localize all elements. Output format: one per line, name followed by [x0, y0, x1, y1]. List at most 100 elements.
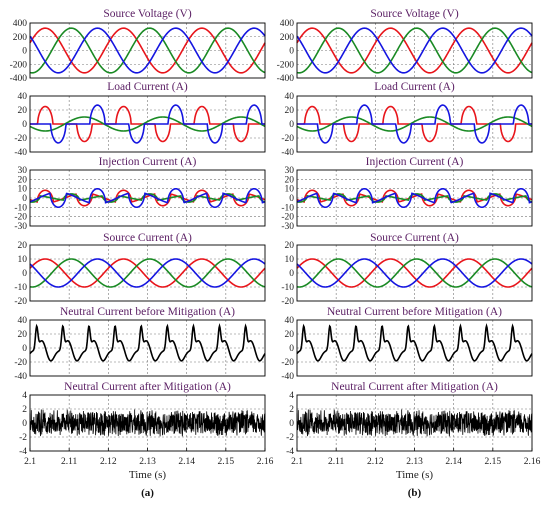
series-line-1: [29, 116, 266, 132]
panel-source_voltage-a: Source Voltage (V) 400 200 0 -200 -400: [10, 8, 266, 84]
y-tick-label: 0: [289, 269, 294, 279]
x-tick-label: 2.1: [291, 457, 303, 467]
y-tick-label: -20: [281, 134, 294, 144]
y-tick-label: 2: [22, 405, 27, 415]
y-tick-label: 0: [22, 47, 27, 57]
y-tick-label: 10: [285, 255, 295, 265]
series-line-1: [29, 27, 266, 74]
series-line-2: [296, 27, 533, 74]
y-tick-label: 0: [289, 47, 294, 57]
y-tick-label: 40: [18, 92, 28, 102]
panel-neutral_before-b: Neutral Current before Mitigation (A) 40 2…: [281, 306, 533, 382]
plot-frame: [296, 244, 533, 302]
panel-title: Injection Current (A): [99, 156, 197, 168]
y-tick-label: -40: [281, 372, 294, 382]
y-tick-label: -30: [281, 222, 294, 232]
panel-source_current-b: Source Current (A) 20 10 0 -10 -20: [281, 232, 533, 307]
series-line-1: [296, 27, 533, 74]
x-tick-label: 2.11: [61, 457, 78, 467]
series-line-0: [296, 409, 533, 437]
series-line-1: [296, 116, 533, 132]
x-tick-label: 2.15: [218, 457, 235, 467]
y-tick-label: 30: [285, 166, 295, 176]
x-tick-label: 2.11: [328, 457, 345, 467]
y-tick-label: 200: [13, 33, 28, 43]
y-tick-label: 20: [285, 241, 295, 251]
x-tick-label: 2.15: [485, 457, 502, 467]
y-tick-label: 20: [18, 106, 28, 116]
y-tick-label: 40: [18, 316, 28, 326]
plot-frame: [29, 244, 266, 302]
series-line-0: [296, 323, 533, 362]
panel-load_current-a: Load Current (A) 40 20 0 -20 -40: [14, 81, 266, 158]
y-tick-label: -20: [14, 134, 27, 144]
y-tick-label: -200: [10, 60, 28, 70]
y-tick-label: -20: [14, 213, 27, 223]
y-tick-label: 0: [22, 419, 27, 429]
x-tick-label: 2.16: [257, 457, 274, 467]
y-tick-label: 30: [18, 166, 28, 176]
series-line-0: [296, 189, 533, 207]
panel-title: Neutral Current after Mitigation (A): [64, 381, 231, 393]
panel-title: Source Voltage (V): [370, 8, 459, 20]
panel-title: Injection Current (A): [366, 156, 464, 168]
x-tick-label: 2.13: [406, 457, 423, 467]
y-tick-label: -20: [281, 213, 294, 223]
plot-frame: [29, 95, 266, 153]
plot-frame: [296, 95, 533, 153]
x-axis-label: Time (s): [129, 469, 167, 481]
y-tick-label: -2: [19, 433, 27, 443]
panel-caption: (a): [141, 487, 154, 499]
y-tick-label: 20: [18, 241, 28, 251]
plot-frame: [296, 319, 533, 377]
y-tick-label: -30: [14, 222, 27, 232]
plot-frame: [29, 22, 266, 79]
series-line-0: [29, 27, 266, 74]
y-tick-label: -40: [281, 148, 294, 158]
panel-title: Source Voltage (V): [103, 8, 192, 20]
panel-title: Source Current (A): [103, 232, 192, 244]
series-line-0: [29, 323, 266, 362]
y-tick-label: -40: [14, 148, 27, 158]
y-tick-label: 40: [285, 316, 295, 326]
series-line-2: [296, 187, 533, 209]
panel-title: Load Current (A): [107, 81, 188, 93]
x-axis-label: Time (s): [396, 469, 434, 481]
y-tick-label: -40: [14, 372, 27, 382]
y-tick-label: 40: [285, 92, 295, 102]
y-tick-label: 200: [280, 33, 295, 43]
y-tick-label: 0: [22, 194, 27, 204]
y-tick-label: -400: [277, 74, 295, 84]
panel-source_voltage-b: Source Voltage (V) 400 200 0 -200 -400: [277, 8, 533, 84]
y-tick-label: 20: [285, 330, 295, 340]
y-tick-label: -4: [19, 447, 27, 457]
y-tick-label: 0: [289, 194, 294, 204]
y-tick-label: -10: [281, 283, 294, 293]
series-line-0: [29, 258, 266, 288]
panel-neutral_after-b: Neutral Current after Mitigation (A) 4 2 0 -…: [286, 381, 540, 499]
series-line-2: [29, 258, 266, 288]
y-tick-label: 20: [285, 106, 295, 116]
y-tick-label: 10: [18, 255, 28, 265]
y-tick-label: -20: [14, 358, 27, 368]
y-tick-label: 0: [289, 344, 294, 354]
panel-neutral_after-a: Neutral Current after Mitigation (A) 4 2 0 -…: [19, 381, 273, 499]
y-tick-label: 20: [285, 175, 295, 185]
y-tick-label: 4: [22, 391, 27, 401]
y-tick-label: 0: [22, 269, 27, 279]
y-tick-label: -10: [14, 283, 27, 293]
y-tick-label: -20: [281, 297, 294, 307]
series-line-2: [29, 187, 266, 209]
y-tick-label: -10: [14, 203, 27, 213]
y-tick-label: -4: [286, 447, 294, 457]
y-tick-label: 20: [18, 175, 28, 185]
y-tick-label: -20: [14, 297, 27, 307]
plot-frame: [29, 169, 266, 227]
series-line-0: [29, 409, 266, 437]
plot-frame: [296, 169, 533, 227]
series-line-0: [296, 258, 533, 288]
x-tick-label: 2.12: [100, 457, 117, 467]
